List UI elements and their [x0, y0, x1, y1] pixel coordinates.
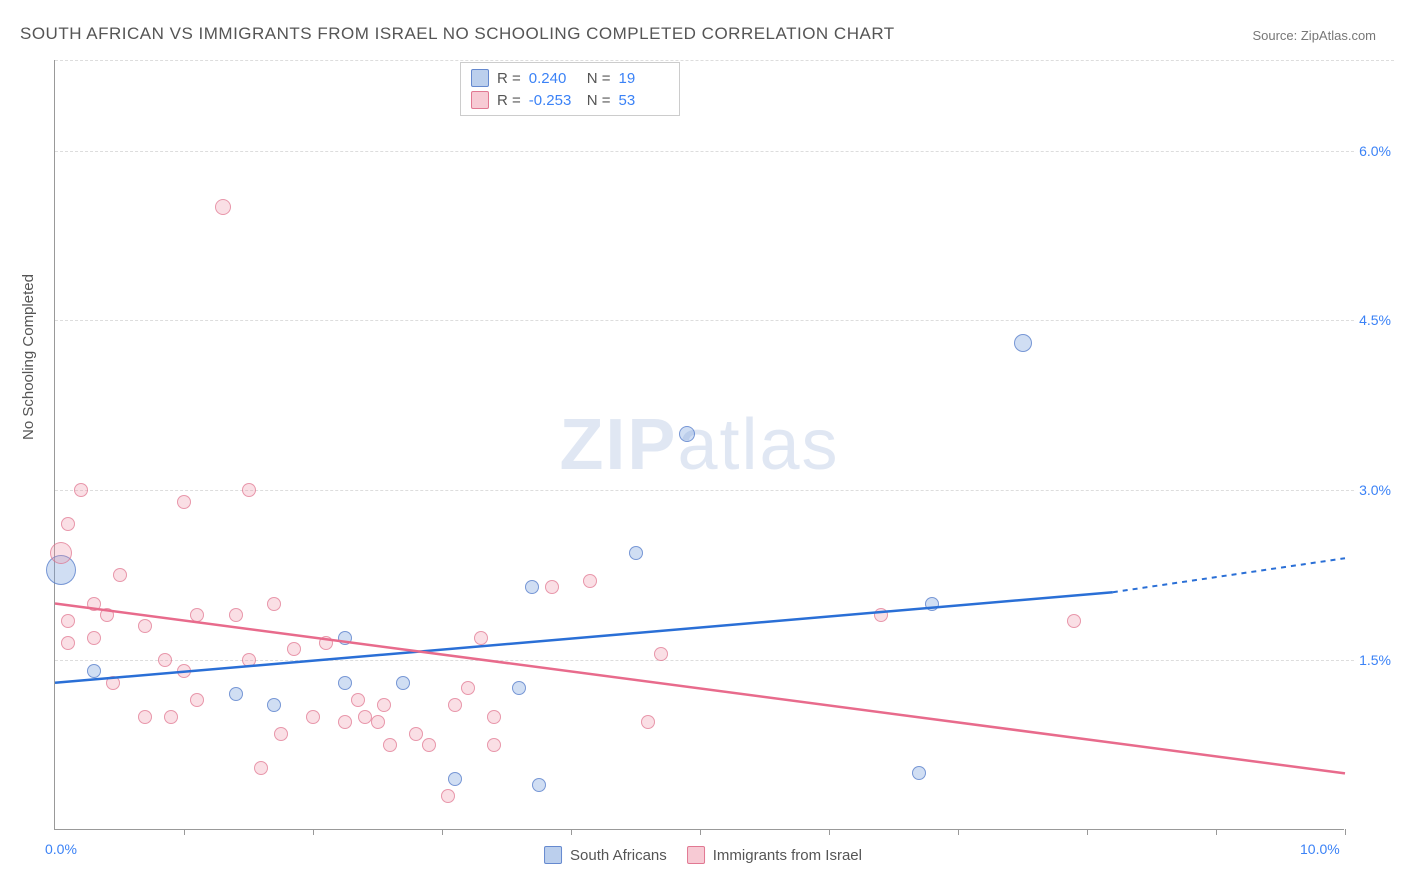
r-value-blue: 0.240: [529, 70, 579, 87]
legend-label-blue: South Africans: [570, 847, 667, 864]
series-legend: South Africans Immigrants from Israel: [534, 846, 872, 864]
trendline-dashed: [1113, 558, 1345, 592]
trendlines: [55, 60, 1405, 830]
n-value-blue: 19: [619, 70, 669, 87]
chart-title: SOUTH AFRICAN VS IMMIGRANTS FROM ISRAEL …: [20, 24, 895, 44]
legend-label-pink: Immigrants from Israel: [713, 847, 862, 864]
n-value-pink: 53: [619, 92, 669, 109]
x-tick-label: 0.0%: [45, 841, 77, 857]
legend-row-blue: R = 0.240 N = 19: [471, 67, 669, 89]
swatch-pink-icon: [471, 91, 489, 109]
correlation-legend: R = 0.240 N = 19 R = -0.253 N = 53: [460, 62, 680, 116]
r-value-pink: -0.253: [529, 92, 579, 109]
legend-item-pink: Immigrants from Israel: [687, 846, 862, 864]
swatch-blue-icon: [544, 846, 562, 864]
y-axis-label: No Schooling Completed: [20, 274, 37, 440]
swatch-pink-icon: [687, 846, 705, 864]
plot-area: ZIPatlas 1.5%3.0%4.5%6.0%0.0%10.0%: [54, 60, 1344, 830]
x-tick-label: 10.0%: [1300, 841, 1340, 857]
source-label: Source: ZipAtlas.com: [1252, 28, 1376, 43]
trendline-solid: [55, 592, 1113, 683]
legend-row-pink: R = -0.253 N = 53: [471, 89, 669, 111]
swatch-blue-icon: [471, 69, 489, 87]
legend-item-blue: South Africans: [544, 846, 667, 864]
trendline-solid: [55, 604, 1345, 774]
